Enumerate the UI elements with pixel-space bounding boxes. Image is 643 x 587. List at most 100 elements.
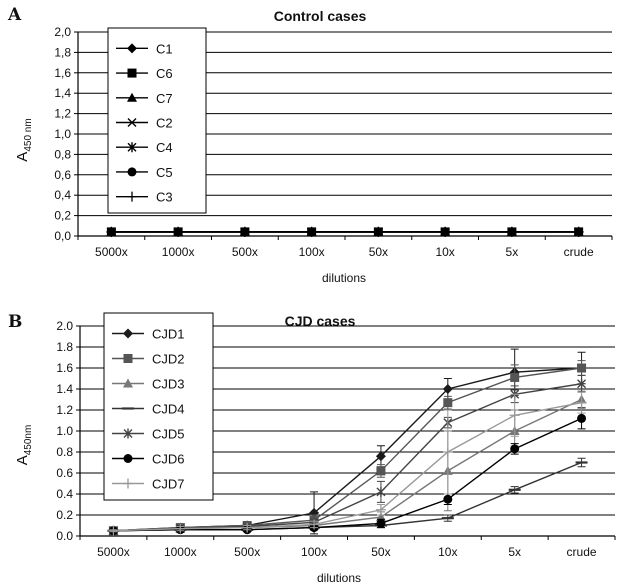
panel-a-y-tick-label: 1,0 <box>54 127 71 141</box>
panel-b-data-point <box>577 378 587 389</box>
panel-b-legend-marker <box>123 478 133 489</box>
panel-a-legend-marker <box>127 191 137 202</box>
panel-b-data-point <box>510 444 520 454</box>
panel-b-data-point <box>442 384 453 394</box>
panel-a-legend-marker <box>127 118 137 127</box>
panel-b-data-point <box>442 447 453 457</box>
panel-a-legend-label: C6 <box>156 66 173 81</box>
panel-b-legend-item: CJD1 <box>112 327 185 342</box>
panel-b-legend-item: CJD2 <box>112 352 185 367</box>
panel-b-legend-label: CJD7 <box>152 477 185 492</box>
panel-b-x-tick-label: 5x <box>508 545 521 559</box>
panel-a-legend-item: C1 <box>116 41 173 56</box>
panel-b-series-line <box>113 401 582 532</box>
panel-a-legend-label: C1 <box>156 41 173 56</box>
panel-b-y-tick-label: 2.0 <box>56 319 73 333</box>
panel-b-legend-marker <box>123 454 133 463</box>
panel-b-data-point <box>510 372 520 382</box>
panel-b-legend-marker <box>123 354 133 363</box>
panel-b-data-point <box>309 519 320 530</box>
panel-a-x-tick-label: crude <box>564 245 594 259</box>
panel-a-y-tick-label: 1,8 <box>54 45 71 59</box>
panel-b-legend-marker <box>123 328 133 339</box>
panel-a-legend-item: C6 <box>116 66 173 81</box>
panel-a-y-tick-label: 0,0 <box>54 229 71 243</box>
panel-a-legend-label: C5 <box>156 165 173 180</box>
panel-a-label: A <box>7 5 22 25</box>
panel-a-y-tick-label: 1,6 <box>54 66 71 80</box>
panel-b-data-point <box>376 486 386 497</box>
panel-a-series-c3 <box>106 226 584 237</box>
panel-a-x-tick-labels: 5000x 1000x 500x 100x 50x 10x 5x crude <box>95 245 594 259</box>
panel-a-ylabel: A450 nm <box>14 118 34 161</box>
panel-b-data-point <box>576 397 587 408</box>
panel-a-legend-label: C2 <box>156 116 173 131</box>
panel-b-x-tick-label: 50x <box>371 545 390 559</box>
panel-a-legend-label: C4 <box>156 140 173 155</box>
panel-b-series-cjd7 <box>108 391 587 536</box>
panel-a-y-tick-label: 0,6 <box>54 168 71 182</box>
panel-b-ylabel-main: A <box>14 455 31 465</box>
panel-b-legend: CJD1 CJD2 CJD3 CJD4 CJD5 CJD6 CJD7 <box>103 312 214 501</box>
panel-a-legend-box <box>107 27 207 214</box>
panel-b-y-tick-label: 1.2 <box>56 403 73 417</box>
panel-b-y-tick-label: 0.0 <box>56 529 73 543</box>
panel-b-x-tick-label: 5000x <box>97 545 130 559</box>
panel-a-data-point <box>440 226 451 237</box>
panel-a-y-tick-label: 0,8 <box>54 147 71 161</box>
panel-b-legend-label: CJD6 <box>152 452 185 467</box>
panel-b-data-point <box>108 525 119 536</box>
panel-a-data-point <box>373 226 384 237</box>
panel-b-data-point <box>376 518 386 528</box>
panel-b-x-tick-label: crude <box>567 545 597 559</box>
panel-a-y-tick-label: 1,2 <box>54 107 71 121</box>
panel-b-x-tick-label: 100x <box>301 545 327 559</box>
panel-a-plot: 0,0 0,2 0,4 0,6 0,8 1,0 1,2 1,4 1,6 1,8 2,0 5000x 10… <box>54 25 613 259</box>
panel-b-data-point <box>443 494 453 504</box>
panel-a-y-tick-labels: 0,0 0,2 0,4 0,6 0,8 1,0 1,2 1,4 1,6 1,8 2,0 <box>54 25 71 243</box>
panel-b-legend-marker <box>123 428 133 439</box>
panel-a-y-tick-label: 2,0 <box>54 25 71 39</box>
panel-a-legend-item: C3 <box>116 190 173 205</box>
panel-b-y-tick-label: 1.0 <box>56 424 73 438</box>
panel-b-y-tick-label: 0.2 <box>56 508 73 522</box>
panel-b-data-point <box>375 504 386 515</box>
panel-a-xlabel: dilutions <box>322 271 366 285</box>
panel-a-x-tick-label: 5000x <box>95 245 128 259</box>
panel-b-legend-label: CJD2 <box>152 352 185 367</box>
panel-b-series-line <box>113 367 582 532</box>
panel-b-legend-item: CJD4 <box>112 402 185 417</box>
panel-a-y-tick-label: 1,4 <box>54 86 71 100</box>
panel-b-data-point <box>175 523 186 534</box>
panel-b-x-tick-labels: 5000x 1000x 500x 100x 50x 10x 5x crude <box>97 545 597 559</box>
panel-a-legend-item: C7 <box>116 91 173 106</box>
panel-b-x-tick-label: 10x <box>438 545 457 559</box>
panel-a-x-tick-label: 5x <box>506 245 519 259</box>
panel-b-data-point <box>375 451 386 462</box>
panel-a-legend: C1 C6 C7 C2 C4 C5 C3 <box>107 27 207 214</box>
panel-b-legend-label: CJD3 <box>152 377 185 392</box>
panel-b-y-tick-label: 1.8 <box>56 340 73 354</box>
panel-a-legend-label: C3 <box>156 190 173 205</box>
panel-b-data-point <box>509 410 520 421</box>
panel-b-y-tick-label: 1.4 <box>56 382 73 396</box>
panel-a-y-tick-label: 0,2 <box>54 209 71 223</box>
panel-a-legend-item: C5 <box>116 165 173 180</box>
panel-b-legend-item: CJD5 <box>112 427 185 442</box>
panel-b-y-tick-label: 0.8 <box>56 445 73 459</box>
panel-b-y-tick-labels: 0.0 0.2 0.4 0.6 0.8 1.0 1.2 1.4 1.6 1.8 2.0 <box>56 319 73 543</box>
panel-b-ylabel-sub: 450nm <box>23 425 34 456</box>
panel-b-data-point <box>577 413 587 423</box>
panel-b-series-line <box>113 417 582 532</box>
panel-b-legend-marker <box>123 378 133 388</box>
panel-b-legend-item: CJD3 <box>112 377 185 392</box>
panel-b-x-tick-label: 500x <box>234 545 260 559</box>
panel-a-x-tick-label: 100x <box>299 245 325 259</box>
panel-b-y-tick-label: 0.6 <box>56 466 73 480</box>
panel-a-legend-marker <box>127 68 137 78</box>
panel-a-x-tick-label: 1000x <box>162 245 195 259</box>
panel-a-title: Control cases <box>274 8 367 24</box>
panel-a-legend-item: C4 <box>116 140 173 155</box>
